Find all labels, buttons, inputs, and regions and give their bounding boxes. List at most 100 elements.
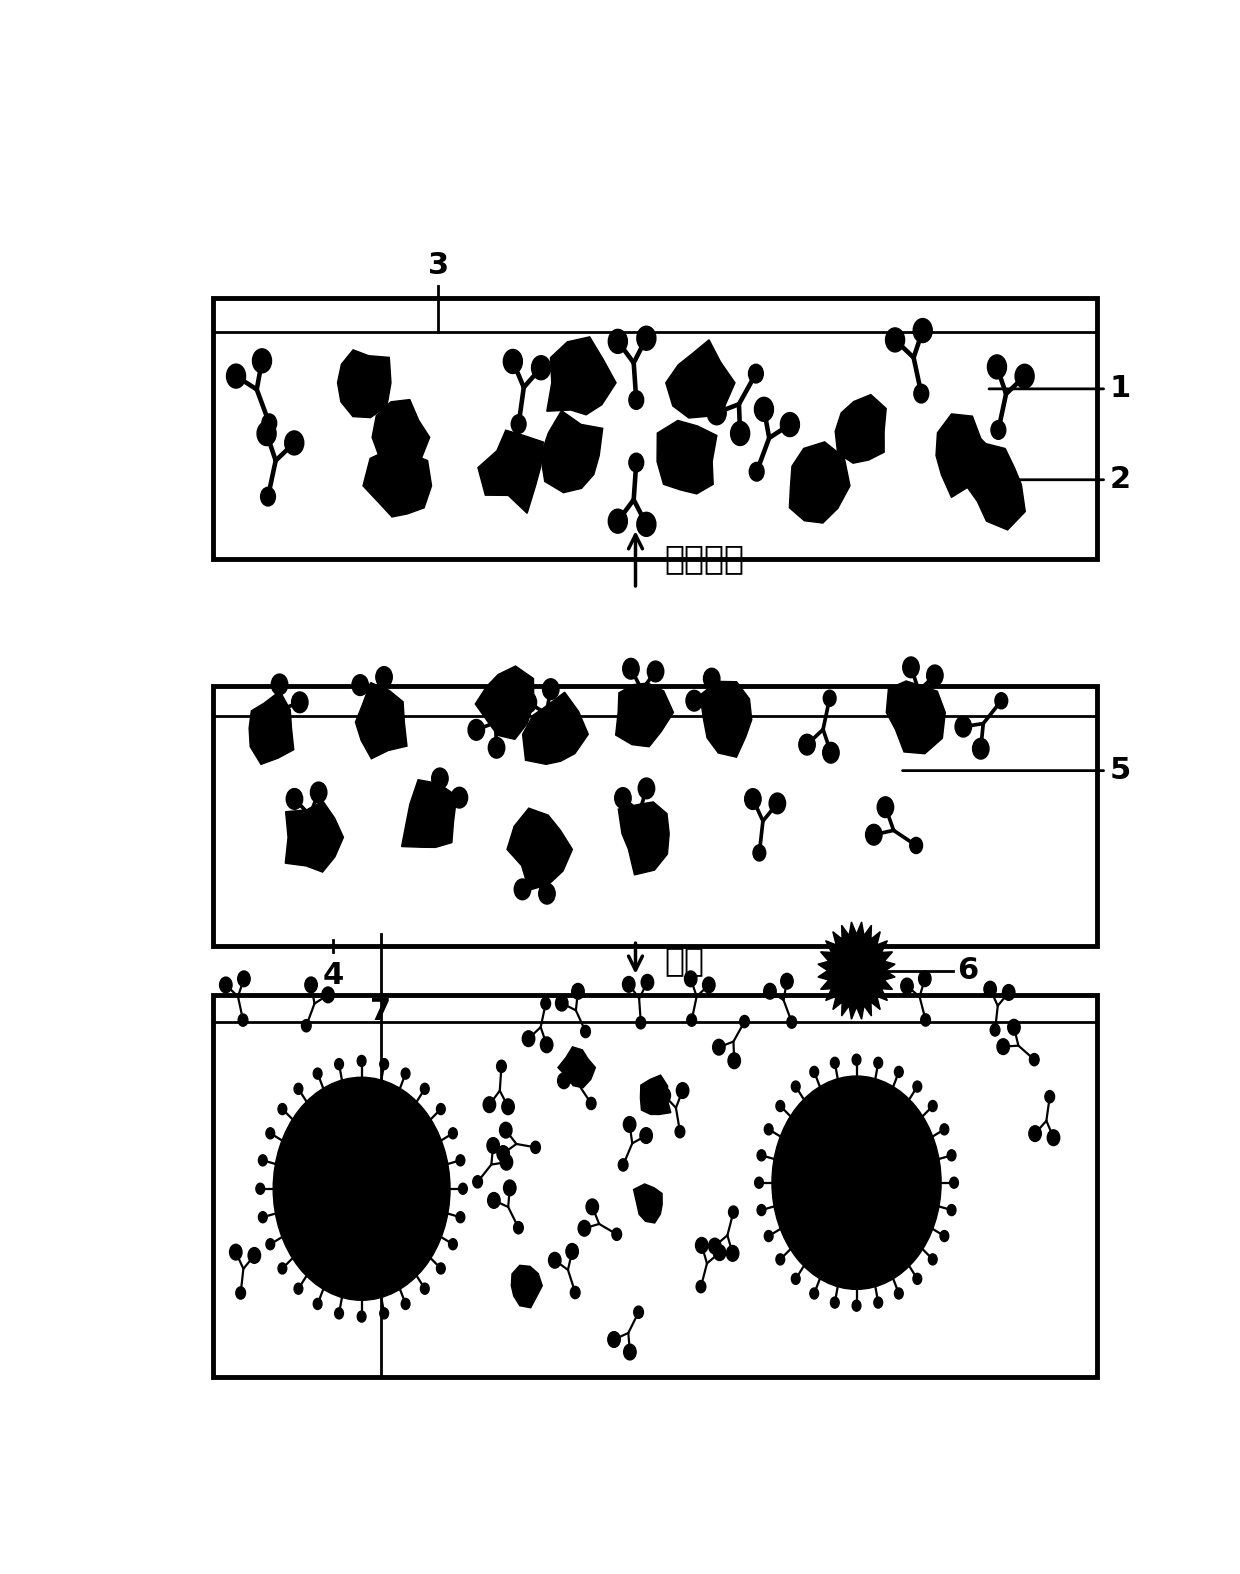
Text: 6: 6 [957,955,978,985]
Circle shape [675,1125,684,1138]
Circle shape [283,1193,294,1207]
Circle shape [304,1247,315,1261]
Circle shape [637,326,656,351]
Circle shape [950,1177,959,1188]
Polygon shape [507,807,573,891]
Circle shape [1008,1020,1021,1036]
Circle shape [335,1308,343,1319]
Circle shape [331,1094,342,1108]
Circle shape [379,1094,392,1108]
Circle shape [987,354,1007,379]
Circle shape [799,735,815,756]
Circle shape [381,1269,392,1283]
Circle shape [810,1067,818,1078]
Circle shape [910,1221,921,1236]
Polygon shape [640,1075,671,1114]
Circle shape [764,1231,773,1242]
Circle shape [548,1253,560,1269]
Circle shape [781,1166,792,1180]
Circle shape [286,1151,298,1165]
Polygon shape [372,400,430,477]
Circle shape [785,1204,796,1218]
Circle shape [831,1297,839,1308]
Circle shape [262,414,277,433]
Circle shape [686,691,702,711]
Polygon shape [887,682,945,754]
Circle shape [874,1092,885,1107]
Circle shape [365,1089,376,1103]
Circle shape [773,1077,941,1289]
Circle shape [781,1165,792,1179]
Polygon shape [558,1047,595,1088]
Circle shape [920,1165,931,1179]
Circle shape [365,1273,376,1288]
Circle shape [787,1015,796,1028]
Circle shape [791,1273,800,1284]
Circle shape [402,1299,410,1310]
Circle shape [791,1081,800,1092]
Circle shape [332,1269,343,1283]
Circle shape [900,1237,911,1251]
Circle shape [429,1192,440,1206]
Circle shape [425,1212,436,1226]
Circle shape [456,1155,465,1166]
Circle shape [429,1171,440,1185]
Polygon shape [356,683,407,759]
Circle shape [947,1204,956,1215]
Circle shape [609,329,627,354]
Circle shape [802,1113,813,1127]
Circle shape [304,1116,315,1130]
Circle shape [286,1212,298,1226]
Circle shape [294,1132,305,1146]
Circle shape [708,1239,720,1254]
Polygon shape [818,922,895,1020]
Polygon shape [619,801,670,875]
Circle shape [858,1262,869,1277]
Circle shape [420,1283,429,1294]
Circle shape [317,1261,329,1275]
Circle shape [272,674,288,694]
Circle shape [641,834,653,852]
Circle shape [801,1114,812,1129]
Circle shape [802,1239,813,1253]
Circle shape [291,693,308,713]
Circle shape [286,789,303,809]
Circle shape [500,1154,512,1169]
Circle shape [647,661,663,682]
Circle shape [1029,1125,1042,1141]
Circle shape [322,987,335,1003]
Circle shape [381,1094,392,1108]
Circle shape [532,356,551,379]
Text: 4: 4 [322,960,343,990]
Circle shape [396,1261,407,1275]
Circle shape [997,1039,1009,1055]
Circle shape [572,984,584,999]
Circle shape [408,1116,419,1130]
Circle shape [914,384,929,403]
Circle shape [991,1023,999,1036]
Circle shape [260,488,275,505]
Circle shape [347,1089,358,1103]
Circle shape [889,1102,900,1116]
Circle shape [348,1273,360,1288]
Circle shape [639,778,655,798]
Circle shape [781,1185,792,1199]
Circle shape [500,1122,512,1138]
Circle shape [728,1053,740,1069]
Circle shape [335,1059,343,1070]
Circle shape [520,693,537,713]
Circle shape [900,1114,911,1129]
Circle shape [713,1245,725,1261]
Circle shape [781,973,794,988]
Circle shape [831,1058,839,1069]
Circle shape [624,1116,636,1132]
Circle shape [910,1130,921,1144]
Circle shape [379,1059,388,1070]
Circle shape [236,1288,246,1299]
Circle shape [658,1088,671,1103]
Circle shape [947,1151,956,1162]
Circle shape [572,1058,584,1073]
Circle shape [587,1199,599,1215]
Circle shape [238,971,250,987]
Circle shape [874,1297,883,1308]
